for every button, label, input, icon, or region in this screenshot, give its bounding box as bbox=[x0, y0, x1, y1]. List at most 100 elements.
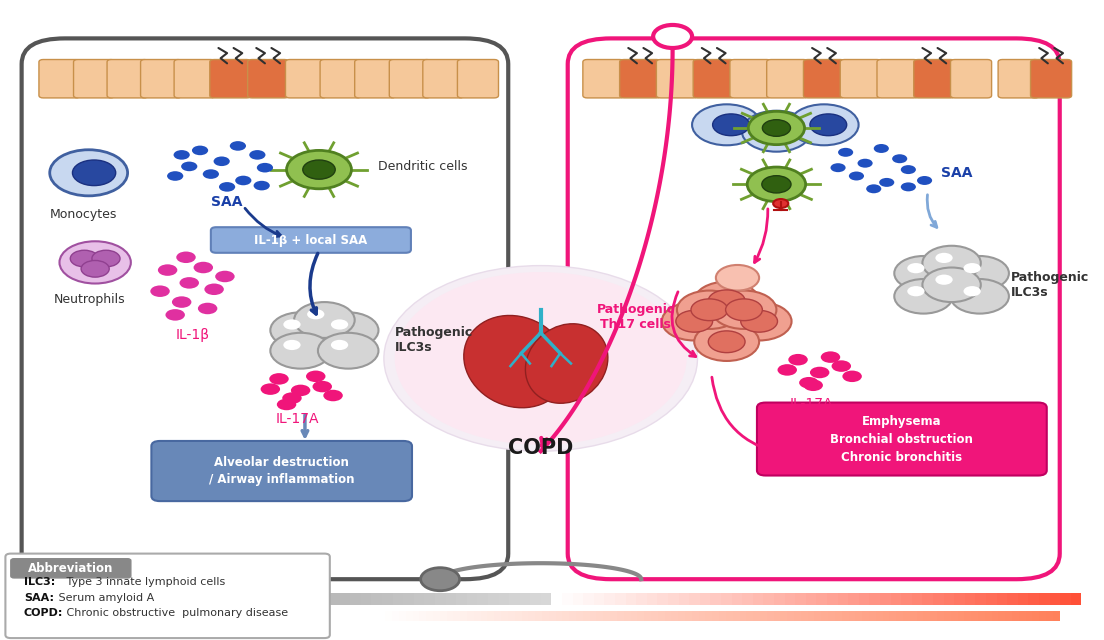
Circle shape bbox=[306, 371, 326, 382]
Circle shape bbox=[842, 371, 862, 382]
FancyBboxPatch shape bbox=[877, 60, 919, 98]
Bar bbox=[96, 593, 106, 605]
Circle shape bbox=[709, 290, 745, 312]
Circle shape bbox=[166, 309, 184, 321]
Circle shape bbox=[676, 310, 712, 332]
Bar bbox=[746, 611, 753, 621]
Bar bbox=[22, 593, 32, 605]
Bar bbox=[549, 611, 555, 621]
Bar bbox=[495, 611, 501, 621]
Bar bbox=[965, 611, 972, 621]
Bar bbox=[552, 593, 562, 605]
Circle shape bbox=[867, 184, 881, 193]
Bar bbox=[382, 593, 393, 605]
Bar bbox=[371, 593, 382, 605]
Circle shape bbox=[712, 291, 776, 329]
Circle shape bbox=[287, 150, 351, 189]
Circle shape bbox=[198, 303, 217, 314]
Bar bbox=[106, 593, 117, 605]
Circle shape bbox=[789, 104, 859, 145]
Bar bbox=[901, 593, 912, 605]
Bar bbox=[647, 593, 658, 605]
Bar bbox=[721, 593, 732, 605]
Circle shape bbox=[73, 160, 116, 186]
Circle shape bbox=[726, 302, 792, 340]
Circle shape bbox=[747, 167, 806, 202]
Bar bbox=[573, 593, 583, 605]
Bar bbox=[954, 593, 965, 605]
Circle shape bbox=[307, 309, 325, 319]
Bar bbox=[385, 611, 392, 621]
FancyBboxPatch shape bbox=[423, 60, 464, 98]
Bar bbox=[149, 593, 159, 605]
Circle shape bbox=[830, 163, 846, 172]
FancyBboxPatch shape bbox=[951, 60, 991, 98]
Bar bbox=[474, 611, 480, 621]
Bar bbox=[849, 611, 856, 621]
Circle shape bbox=[810, 114, 847, 136]
Bar bbox=[413, 611, 420, 621]
Bar bbox=[509, 593, 520, 605]
Circle shape bbox=[158, 264, 178, 276]
Circle shape bbox=[219, 182, 235, 192]
Bar bbox=[480, 611, 488, 621]
FancyBboxPatch shape bbox=[140, 60, 182, 98]
Bar bbox=[976, 593, 986, 605]
Circle shape bbox=[661, 302, 726, 340]
Bar bbox=[426, 611, 433, 621]
Bar bbox=[700, 593, 711, 605]
Bar bbox=[456, 593, 467, 605]
Bar bbox=[350, 593, 361, 605]
Circle shape bbox=[277, 399, 296, 410]
Bar bbox=[753, 611, 760, 621]
FancyBboxPatch shape bbox=[320, 60, 361, 98]
FancyBboxPatch shape bbox=[107, 60, 148, 98]
Bar bbox=[420, 611, 426, 621]
Bar bbox=[393, 593, 403, 605]
Circle shape bbox=[230, 141, 246, 151]
Bar bbox=[488, 611, 495, 621]
Circle shape bbox=[712, 114, 750, 136]
Circle shape bbox=[820, 351, 840, 363]
Circle shape bbox=[81, 260, 109, 277]
Bar bbox=[821, 611, 828, 621]
Bar bbox=[806, 593, 817, 605]
Text: Pathogenic
ILC3s: Pathogenic ILC3s bbox=[1011, 271, 1090, 299]
Circle shape bbox=[254, 181, 269, 191]
Circle shape bbox=[261, 383, 280, 395]
Circle shape bbox=[384, 266, 698, 451]
Bar bbox=[856, 611, 862, 621]
Text: Type 3 innate lymphoid cells: Type 3 innate lymphoid cells bbox=[63, 577, 225, 588]
FancyBboxPatch shape bbox=[11, 559, 131, 578]
Bar bbox=[308, 593, 318, 605]
Circle shape bbox=[323, 390, 343, 401]
Bar bbox=[406, 611, 413, 621]
Bar bbox=[128, 593, 138, 605]
Bar bbox=[562, 593, 573, 605]
Circle shape bbox=[773, 199, 788, 208]
Bar bbox=[957, 611, 965, 621]
Bar bbox=[923, 593, 933, 605]
Circle shape bbox=[250, 150, 265, 160]
FancyBboxPatch shape bbox=[757, 403, 1047, 476]
Bar bbox=[43, 593, 53, 605]
Bar bbox=[1026, 611, 1032, 621]
Circle shape bbox=[60, 241, 131, 284]
Bar bbox=[1039, 611, 1047, 621]
Bar bbox=[1007, 593, 1018, 605]
Ellipse shape bbox=[526, 324, 608, 403]
Circle shape bbox=[725, 299, 763, 321]
Bar bbox=[668, 593, 679, 605]
Text: IL-1β: IL-1β bbox=[176, 328, 210, 342]
Bar bbox=[159, 593, 170, 605]
Circle shape bbox=[318, 312, 379, 348]
Circle shape bbox=[71, 250, 98, 267]
Bar bbox=[1050, 593, 1060, 605]
Circle shape bbox=[858, 159, 872, 168]
Bar bbox=[624, 611, 630, 621]
FancyBboxPatch shape bbox=[1030, 60, 1072, 98]
Circle shape bbox=[654, 25, 692, 48]
Bar bbox=[1039, 593, 1050, 605]
Circle shape bbox=[192, 146, 209, 156]
Circle shape bbox=[692, 104, 762, 145]
